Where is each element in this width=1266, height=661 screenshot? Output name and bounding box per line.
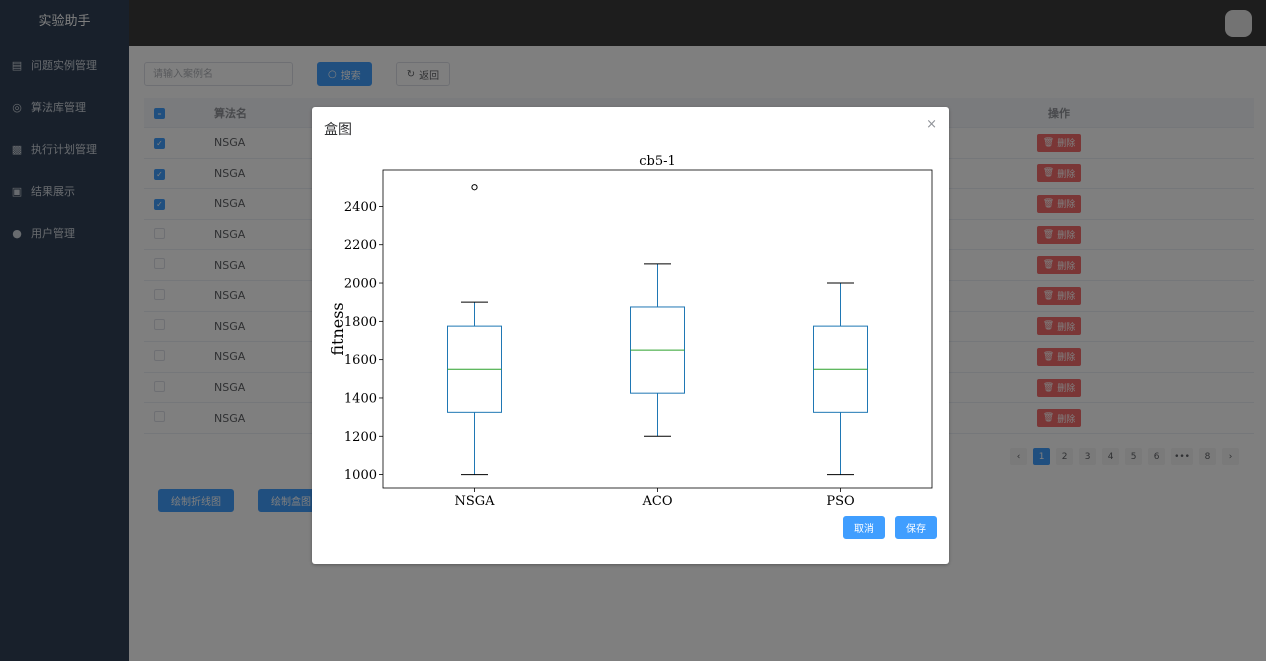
y-tick-label: 2200 — [344, 238, 377, 253]
chart-title: cb5-1 — [639, 154, 676, 169]
x-tick-label: NSGA — [454, 494, 495, 509]
y-tick-label: 2400 — [344, 200, 377, 215]
save-button[interactable]: 保存 — [895, 516, 937, 539]
dialog-footer: 取消 保存 — [843, 516, 937, 539]
y-tick-label: 1600 — [344, 353, 377, 368]
y-tick-label: 2000 — [344, 277, 377, 292]
y-tick-label: 1000 — [344, 468, 377, 483]
y-tick-label: 1400 — [344, 391, 377, 406]
close-icon[interactable]: × — [926, 117, 937, 132]
cancel-button[interactable]: 取消 — [843, 516, 885, 539]
dialog-title: 盒图 — [324, 119, 352, 139]
box-plot: cb5-1fitness1000120014001600180020002200… — [312, 147, 949, 517]
x-tick-label: ACO — [642, 494, 673, 509]
y-tick-label: 1800 — [344, 315, 377, 330]
box-plot-dialog: 盒图 × cb5-1 fitness 1000 1200 1400 1600 1800 200… — [312, 107, 949, 564]
plot-frame — [383, 170, 932, 488]
y-tick-label: 1200 — [344, 430, 377, 445]
x-tick-label: PSO — [826, 494, 854, 509]
